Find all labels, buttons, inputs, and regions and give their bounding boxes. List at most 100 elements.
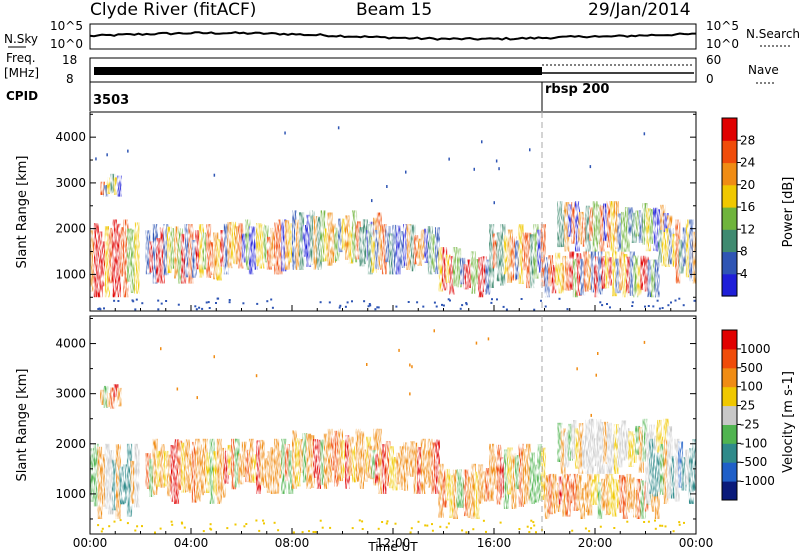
echo-cell: [590, 479, 596, 505]
echo-cell: [596, 419, 602, 474]
echo-cell: [599, 525, 602, 528]
echo-cell: [533, 464, 539, 503]
echo-cell: [252, 454, 258, 483]
echo-cell: [434, 439, 440, 494]
echo-cell: [438, 247, 444, 292]
echo-cell: [99, 308, 102, 311]
y-tick-label: 2000: [55, 222, 86, 236]
echo-cell: [659, 444, 665, 495]
echo-cell: [420, 438, 426, 494]
echo-cell: [558, 476, 564, 505]
echo-cell: [341, 440, 347, 478]
echo-cell: [226, 527, 229, 530]
echo-cell: [330, 433, 336, 471]
echo-cell: [564, 432, 570, 468]
echo-cell: [426, 524, 429, 527]
echo-cell: [460, 257, 466, 285]
echo-cell: [599, 301, 602, 304]
echo-cell: [385, 226, 391, 263]
echo-cell: [241, 441, 247, 477]
echo-cell: [551, 265, 557, 294]
echo-cell: [507, 229, 513, 283]
echo-cell: [345, 435, 350, 489]
echo-cell: [505, 308, 508, 311]
echo-cell: [195, 308, 198, 311]
echo-cell: [259, 224, 265, 269]
date-title: 29/Jan/2014: [588, 0, 691, 20]
echo-cell: [661, 524, 664, 527]
echo-cell: [216, 239, 222, 281]
echo-cell: [409, 392, 411, 396]
echo-cell: [97, 446, 103, 519]
y-tick-label: 1000: [55, 267, 86, 281]
echo-cell: [299, 439, 305, 473]
echo-cell: [601, 478, 607, 511]
echo-cell: [482, 519, 485, 522]
echo-cell: [209, 242, 215, 275]
echo-cell: [245, 449, 251, 483]
echo-cell: [478, 464, 484, 504]
echo-cell: [502, 305, 505, 308]
echo-cell: [628, 431, 634, 467]
echo-cell: [263, 225, 269, 263]
echo-cell: [635, 425, 641, 455]
echo-cell: [198, 444, 204, 496]
echo-cell: [530, 527, 533, 530]
echo-cell: [533, 224, 539, 279]
echo-cell: [463, 264, 469, 290]
echo-cell: [447, 522, 450, 525]
echo-cell: [309, 435, 315, 488]
echo-cell: [557, 422, 563, 462]
colorbar-segment: [722, 251, 737, 275]
colorbar-segment: [722, 424, 737, 444]
echo-cell: [589, 165, 592, 169]
echo-cell: [159, 227, 165, 284]
echo-cell: [452, 247, 458, 287]
echo-cell: [191, 441, 197, 503]
colorbar-segment: [722, 207, 737, 230]
echo-cell: [578, 211, 584, 245]
echo-cell: [113, 177, 119, 195]
velocity-ylabel: Slant Range [km]: [15, 369, 30, 482]
echo-cell: [206, 452, 212, 493]
echo-cell: [610, 201, 616, 252]
echo-cell: [530, 519, 533, 522]
echo-cell: [263, 522, 265, 525]
echo-cell: [435, 305, 438, 308]
echo-cell: [213, 173, 216, 177]
echo-cell: [389, 446, 394, 489]
freq-panel: Freq. [MHz] 18 8 60 0 Nave: [4, 51, 779, 86]
echo-cell: [223, 223, 229, 275]
echo-cell: [195, 230, 201, 270]
echo-cell: [656, 419, 662, 474]
echo-cell: [274, 438, 280, 494]
freq-label: Freq.: [6, 51, 36, 65]
echo-cell: [403, 224, 409, 266]
echo-cell: [654, 259, 660, 298]
echo-cell: [533, 308, 536, 311]
echo-cell: [659, 524, 662, 527]
echo-cell: [97, 308, 100, 310]
echo-cell: [238, 453, 244, 485]
echo-cell: [166, 454, 172, 497]
echo-cell: [447, 298, 450, 301]
echo-cell: [319, 301, 322, 304]
echo-cell: [658, 307, 661, 310]
echo-cell: [500, 224, 506, 286]
echo-cell: [511, 236, 517, 281]
echo-cell: [392, 457, 398, 491]
echo-cell: [587, 254, 593, 290]
echo-cell: [615, 258, 621, 294]
echo-cell: [228, 301, 231, 304]
echo-cell: [106, 392, 112, 408]
nsky-tick-bottom: 10^0: [50, 37, 83, 51]
echo-cell: [583, 251, 589, 292]
echo-cell: [361, 528, 364, 530]
echo-cell: [588, 530, 591, 533]
echo-cell: [621, 420, 627, 461]
echo-cell: [213, 355, 215, 359]
echo-cell: [571, 420, 577, 459]
nsky-trace: [89, 31, 696, 41]
echo-cell: [334, 227, 340, 262]
echo-cell: [431, 523, 433, 526]
